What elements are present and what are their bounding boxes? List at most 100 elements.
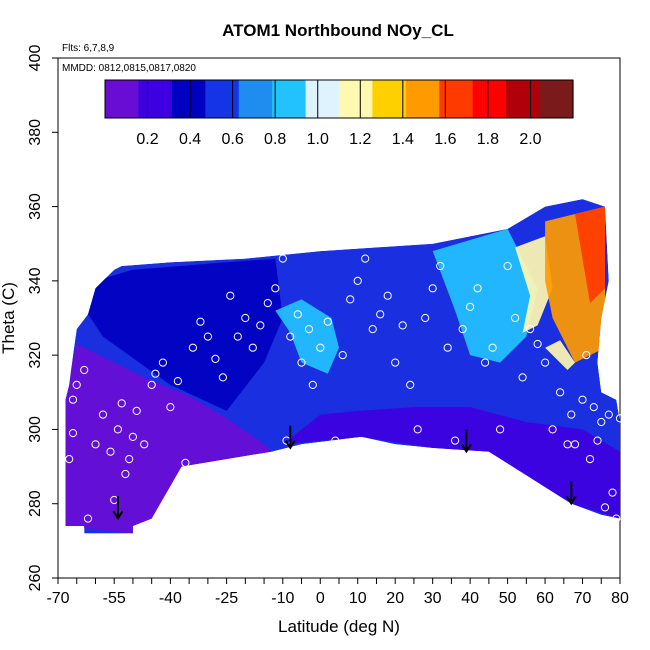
observation-point (121, 469, 130, 479)
observation-point (203, 332, 212, 341)
observation-points (65, 254, 625, 523)
observation-point (106, 447, 115, 456)
observation-point (615, 414, 625, 423)
y-tick-label: 300 (27, 416, 44, 443)
x-tick-label: 10 (349, 590, 367, 607)
observation-point (188, 343, 197, 352)
observation-point (196, 317, 205, 326)
observation-point (518, 373, 527, 382)
field-region-1 (282, 407, 620, 519)
observation-point (278, 254, 287, 263)
x-tick-label: 30 (424, 590, 442, 607)
x-tick-label: -10 (271, 590, 294, 607)
observation-point (346, 295, 355, 304)
observation-point (353, 276, 362, 285)
colorbar-segment (171, 80, 206, 118)
colorbar-tick-label: 2.0 (519, 131, 541, 148)
observation-point (421, 313, 430, 323)
colorbar-segment (405, 80, 440, 118)
colorbar-segment (472, 80, 507, 118)
colorbar-segment (238, 80, 273, 118)
colorbar-tick-label: 0.4 (179, 131, 201, 148)
x-tick-label: 50 (499, 590, 517, 607)
observation-point (65, 455, 74, 464)
observation-point (80, 365, 89, 375)
x-tick-label: 40 (461, 590, 479, 607)
observation-point (241, 313, 250, 323)
observation-point (582, 351, 591, 360)
x-tick-label: -40 (159, 590, 182, 607)
x-axis: -70 -55 -40 -25 -10 0 10 20 30 40 50 60 70 80 (46, 578, 629, 607)
observation-point (600, 503, 610, 512)
flights-annotation: Flts: 6,7,8,9 (62, 43, 115, 54)
observation-point (466, 302, 475, 311)
observation-point (233, 332, 242, 341)
x-tick-label: -55 (103, 590, 126, 607)
observation-point (496, 425, 505, 434)
observation-point (331, 436, 340, 445)
x-tick-label: 60 (536, 590, 554, 607)
observation-point (589, 403, 598, 412)
colorbar-segment (339, 80, 373, 118)
observation-point (413, 425, 422, 434)
colorbar-tick-label: 1.2 (349, 131, 371, 148)
observation-point (304, 325, 314, 334)
dates-annotation: MMDD: 0812,0815,0817,0820 (62, 63, 196, 74)
colorbar: 0.2 0.4 0.6 0.8 1.0 1.2 1.4 1.6 1.8 2.0 (104, 79, 574, 148)
y-tick-label: 340 (27, 267, 44, 294)
y-tick-label: 320 (27, 342, 44, 369)
observation-point (398, 321, 407, 330)
observation-point (436, 261, 445, 271)
colorbar-segment (439, 80, 474, 118)
observation-point (510, 313, 520, 323)
observation-point (368, 325, 377, 334)
observation-point (391, 358, 400, 367)
x-tick-label: 80 (611, 590, 629, 607)
y-axis-label: Theta (C) (0, 282, 18, 354)
observation-point (68, 429, 78, 438)
observation-point (286, 332, 295, 341)
observation-point (481, 358, 490, 367)
x-tick-label: 70 (574, 590, 592, 607)
field-region-3 (275, 299, 339, 374)
profile-arrow (565, 481, 577, 506)
colorbar-tick-label: 1.0 (307, 131, 329, 148)
observation-point (585, 455, 595, 464)
observation-point (570, 440, 580, 449)
observation-point (72, 380, 81, 389)
colorbar-segment (205, 80, 240, 118)
observation-point (158, 358, 167, 367)
observation-point (293, 310, 302, 319)
x-tick-label: -25 (215, 590, 238, 607)
observation-point (567, 410, 576, 419)
observation-point (597, 417, 606, 427)
colorbar-segment (539, 80, 574, 118)
observation-point (256, 321, 265, 330)
x-axis-label: Latitude (deg N) (278, 617, 400, 636)
observation-point (218, 373, 227, 382)
observation-point (548, 425, 557, 434)
colorbar-tick-label: 1.6 (434, 131, 456, 148)
observation-point (473, 284, 482, 293)
observation-point (308, 380, 317, 389)
observation-point (117, 399, 126, 408)
observation-point (151, 369, 160, 378)
observation-point (248, 343, 257, 352)
observation-point (166, 403, 175, 412)
observation-point (113, 425, 123, 434)
y-tick-label: 280 (27, 490, 44, 517)
colorbar-segment (138, 80, 173, 118)
field-region-4 (432, 228, 538, 363)
field-region-5 (515, 236, 553, 333)
observation-point (593, 436, 602, 445)
contour-field (65, 199, 620, 534)
observation-point (338, 351, 347, 360)
observation-point (526, 325, 535, 334)
y-tick-label: 360 (27, 193, 44, 220)
colorbar-segment (305, 80, 340, 118)
x-tick-label: 0 (316, 590, 325, 607)
observation-point (533, 339, 542, 349)
profile-arrows (112, 425, 577, 521)
observation-point (608, 488, 617, 497)
